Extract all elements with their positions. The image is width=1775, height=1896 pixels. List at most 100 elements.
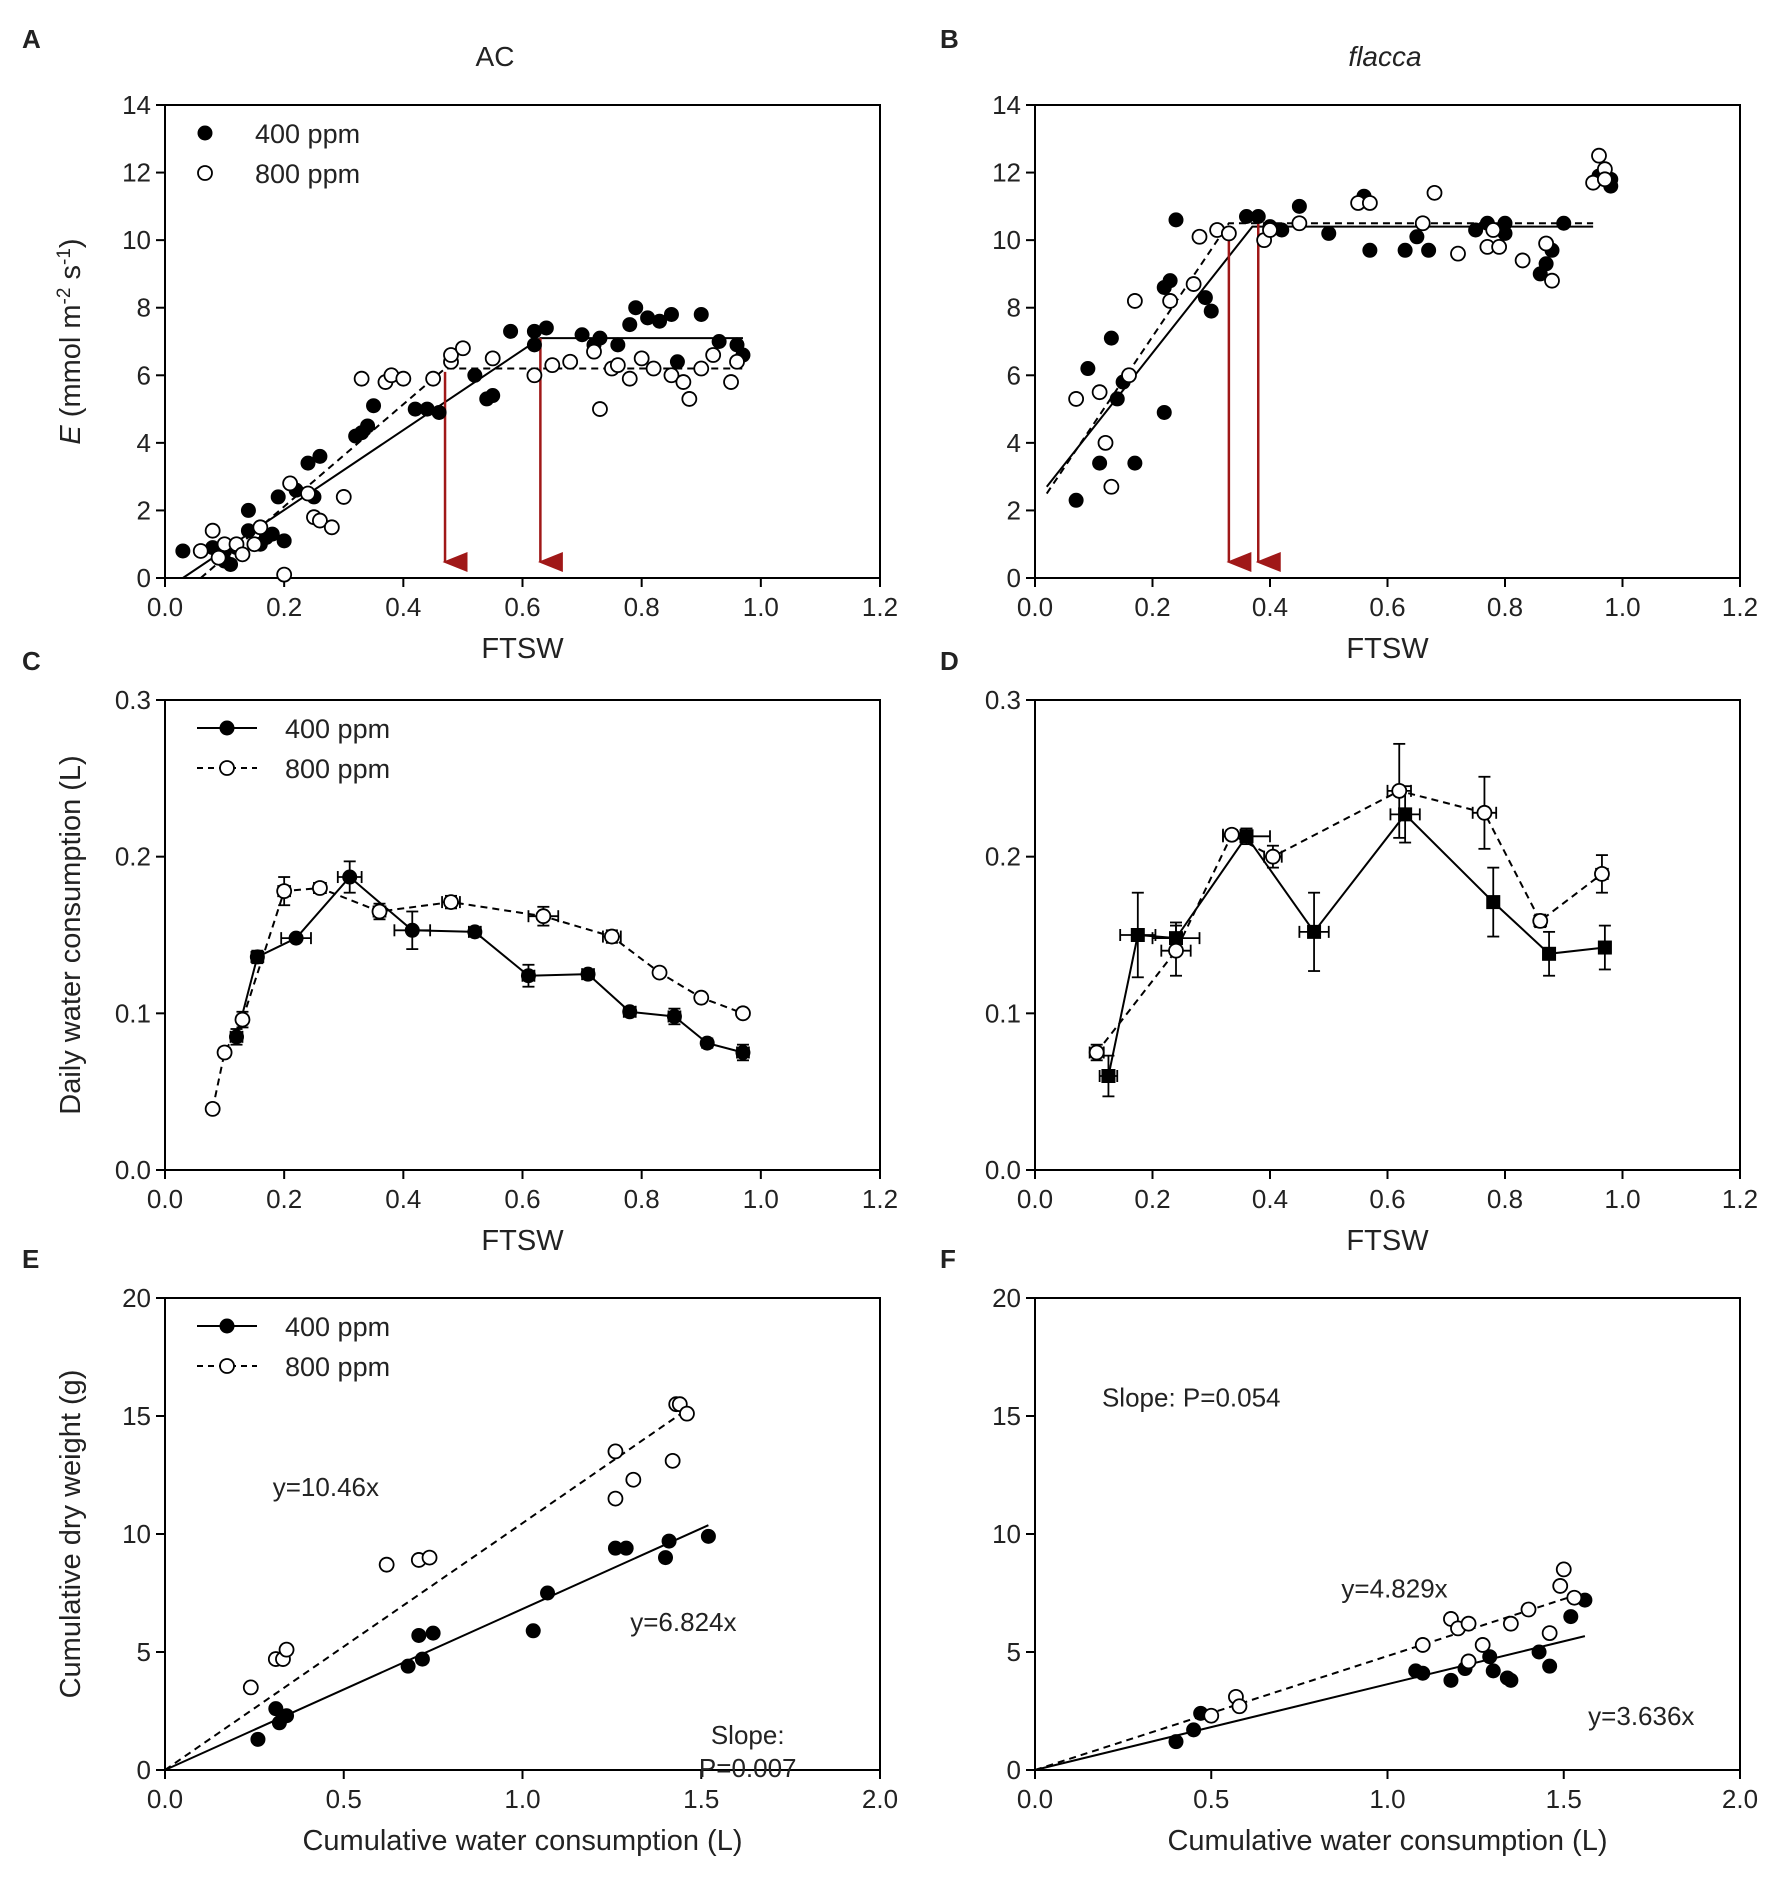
y-tick-label: 4 bbox=[1007, 428, 1021, 458]
x-tick-label: 0.2 bbox=[266, 1184, 302, 1214]
data-point bbox=[485, 388, 501, 404]
y-tick-label: 0.0 bbox=[115, 1155, 151, 1185]
data-point bbox=[250, 1731, 266, 1747]
series-400-ppm bbox=[229, 860, 751, 1062]
panel-letter: C bbox=[22, 646, 41, 676]
data-point bbox=[1321, 225, 1337, 241]
equation-400: y=3.636x bbox=[1588, 1701, 1694, 1731]
panel-letter: E bbox=[22, 1244, 39, 1274]
data-point bbox=[1541, 1625, 1558, 1642]
data-point bbox=[1491, 238, 1508, 255]
data-point bbox=[1068, 492, 1084, 508]
x-axis-label: FTSW bbox=[1346, 1225, 1429, 1257]
panel-letter: A bbox=[22, 24, 41, 54]
x-tick-label: 0.4 bbox=[385, 592, 421, 622]
data-point bbox=[484, 350, 501, 367]
data-point bbox=[1544, 272, 1560, 289]
data-point bbox=[443, 894, 459, 910]
data-point bbox=[371, 903, 388, 920]
data-point bbox=[580, 966, 596, 982]
x-tick-label: 1.2 bbox=[862, 1184, 898, 1214]
series-line bbox=[1107, 812, 1605, 1077]
data-point bbox=[628, 300, 644, 316]
y-tick-label: 6 bbox=[137, 360, 151, 390]
legend-entry: 400 ppm bbox=[197, 119, 360, 149]
data-point bbox=[414, 1651, 430, 1667]
data-point bbox=[607, 1490, 624, 1507]
data-point bbox=[270, 489, 286, 505]
data-point bbox=[1362, 242, 1378, 258]
panel-e: E 0.0 0.5 1.0 1.5 2.0 0 5 10 15 20 Cumulative water… bbox=[22, 1244, 898, 1857]
y-tick-label: 0 bbox=[1007, 563, 1021, 593]
data-point bbox=[467, 367, 483, 383]
data-point bbox=[1156, 404, 1172, 420]
data-point bbox=[1476, 804, 1493, 821]
data-point bbox=[276, 883, 293, 900]
data-point bbox=[1414, 1637, 1431, 1653]
x-tick-label: 1.5 bbox=[1546, 1784, 1582, 1814]
y-tick-label: 4 bbox=[137, 428, 151, 458]
y-axis-label-part: ) bbox=[55, 238, 87, 248]
data-point bbox=[607, 1443, 624, 1460]
x-tick-label: 0.2 bbox=[1134, 1184, 1170, 1214]
data-point bbox=[1503, 1672, 1519, 1688]
data-point bbox=[526, 367, 543, 384]
y-tick-label: 0.1 bbox=[985, 998, 1021, 1028]
legend: 400 ppm 800 ppm bbox=[197, 714, 390, 784]
x-tick-label: 2.0 bbox=[1722, 1784, 1758, 1814]
y-tick-label: 12 bbox=[122, 158, 151, 188]
data-point bbox=[622, 317, 638, 333]
regression-line-800 bbox=[164, 1406, 692, 1771]
series-800-ppm bbox=[1088, 742, 1610, 1062]
equation-800: y=4.829x bbox=[1341, 1574, 1447, 1604]
data-point bbox=[663, 367, 680, 384]
legend-label: 800 ppm bbox=[285, 754, 390, 784]
data-point bbox=[610, 337, 626, 353]
data-point bbox=[1520, 1601, 1537, 1618]
data-point bbox=[1426, 184, 1443, 201]
data-point bbox=[625, 1471, 642, 1488]
data-point bbox=[1485, 222, 1502, 238]
panel-letter: D bbox=[940, 646, 959, 676]
y-tick-label: 5 bbox=[1007, 1637, 1021, 1667]
y-tick-label: 8 bbox=[1007, 293, 1021, 323]
x-tick-label: 0.6 bbox=[1369, 1184, 1405, 1214]
x-tick-label: 0.0 bbox=[147, 1184, 183, 1214]
data-point bbox=[658, 1550, 673, 1566]
data-point bbox=[1531, 1644, 1547, 1660]
y-tick-label: 0 bbox=[137, 563, 151, 593]
series-400-ppm bbox=[1168, 1592, 1593, 1750]
data-point bbox=[679, 1405, 695, 1422]
data-point bbox=[1186, 1722, 1202, 1738]
plot-area bbox=[204, 860, 751, 1117]
legend-entry: 800 ppm bbox=[197, 159, 360, 189]
plot-area bbox=[1088, 742, 1612, 1098]
data-point bbox=[1197, 290, 1213, 306]
data-point bbox=[1265, 848, 1281, 865]
legend-label: 400 ppm bbox=[285, 1312, 390, 1342]
panel-title: AC bbox=[476, 41, 515, 72]
data-point bbox=[592, 401, 608, 417]
y-tick-label: 0 bbox=[1007, 1755, 1021, 1785]
data-point bbox=[663, 306, 679, 322]
data-point bbox=[467, 924, 483, 940]
series-line bbox=[211, 886, 744, 1110]
data-point bbox=[1514, 252, 1531, 269]
data-point bbox=[666, 1008, 682, 1024]
x-tick-label: 0.6 bbox=[504, 1184, 540, 1214]
data-point bbox=[240, 502, 256, 518]
data-point bbox=[1168, 1734, 1184, 1750]
data-point bbox=[1274, 222, 1290, 238]
data-point bbox=[431, 404, 447, 420]
data-point bbox=[421, 1549, 438, 1566]
data-point bbox=[425, 370, 442, 387]
y-tick-label: 14 bbox=[992, 90, 1021, 120]
y-axis-label-part: E bbox=[55, 425, 87, 445]
data-point bbox=[693, 989, 710, 1006]
data-point bbox=[1223, 826, 1240, 843]
data-point bbox=[312, 880, 328, 896]
data-point bbox=[246, 536, 263, 553]
plot-frame bbox=[164, 1297, 881, 1771]
data-point bbox=[1502, 1615, 1519, 1632]
y-tick-label: 0.0 bbox=[985, 1155, 1021, 1185]
